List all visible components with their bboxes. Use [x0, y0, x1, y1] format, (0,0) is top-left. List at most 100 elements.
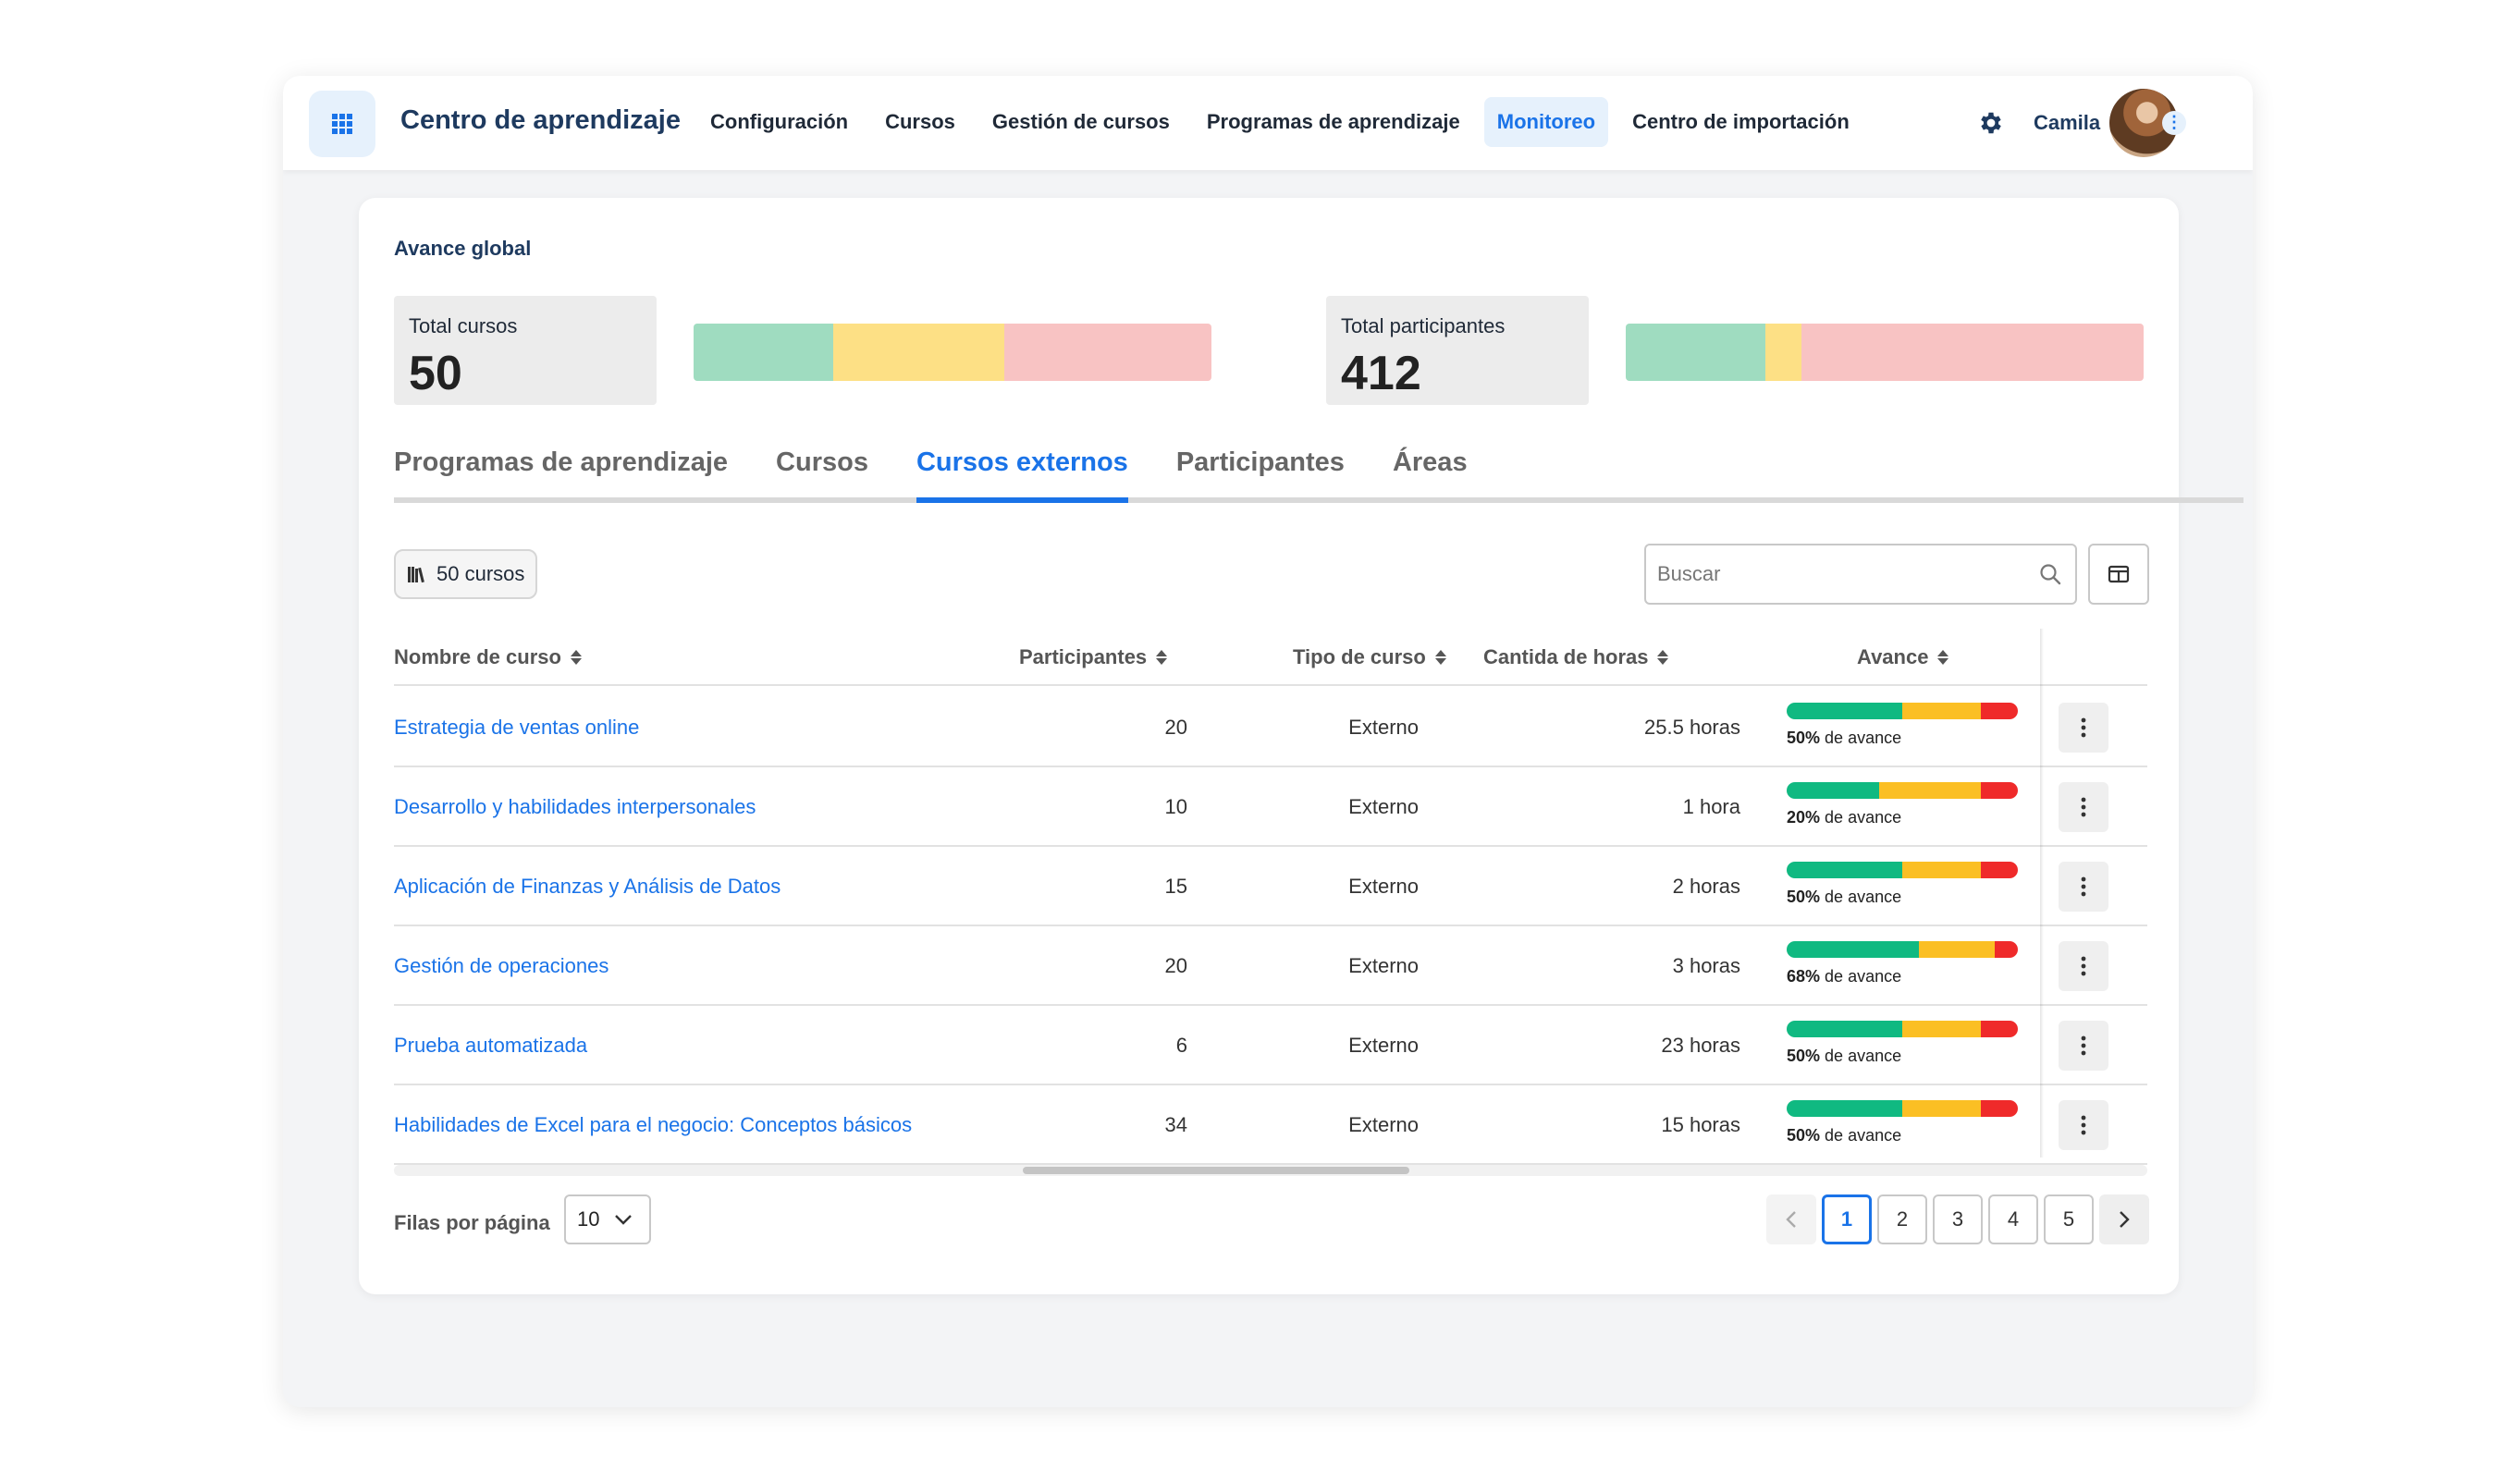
app-launcher-button[interactable]: [309, 91, 375, 157]
nav-item-cursos[interactable]: Cursos: [885, 110, 955, 133]
course-count-badge: 50 cursos: [394, 549, 538, 599]
search-input[interactable]: [1646, 545, 2016, 603]
table-header: Nombre de curso Participantes Tipo de cu…: [394, 629, 2147, 686]
column-header-hours[interactable]: Cantida de horas: [1483, 629, 1669, 686]
progress-indicator: 20% de avance: [1787, 782, 2018, 827]
sort-icon[interactable]: [570, 650, 582, 665]
progress-segment-red: [1981, 703, 2018, 719]
progress-percent: 50%: [1787, 888, 1821, 906]
next-page-button[interactable]: [2099, 1194, 2149, 1244]
rows-per-page-select[interactable]: 10: [564, 1194, 651, 1244]
page-button-2[interactable]: 2: [1877, 1194, 1927, 1244]
progress-segment-green: [1787, 1021, 1902, 1037]
column-settings-button[interactable]: [2088, 544, 2149, 605]
progress-segment-yellow: [1902, 703, 1981, 719]
table-row: Gestión de operaciones 20 Externo 3 hora…: [394, 926, 2147, 1006]
progress-segment-yellow: [1902, 1021, 1981, 1037]
tab-cursos[interactable]: Cursos: [776, 447, 868, 477]
progress-percent: 50%: [1787, 1047, 1821, 1065]
progress-segment-red: [1981, 782, 2018, 799]
total-courses-value: 50: [409, 347, 462, 400]
nav-item-programas-de-aprendizaje[interactable]: Programas de aprendizaje: [1206, 110, 1460, 133]
progress-segment-green: [1787, 1100, 1902, 1117]
row-actions-button[interactable]: [2059, 703, 2108, 753]
row-actions-button[interactable]: [2059, 941, 2108, 991]
progress-text: 50% de avance: [1787, 888, 2018, 907]
column-header-name[interactable]: Nombre de curso: [394, 629, 582, 686]
table-row: Desarrollo y habilidades interpersonales…: [394, 767, 2147, 847]
brand-title[interactable]: Centro de aprendizaje: [400, 105, 681, 135]
column-header-participants[interactable]: Participantes: [1019, 629, 1168, 686]
progress-segment-yellow: [1902, 1100, 1981, 1117]
user-name[interactable]: Camila: [2034, 111, 2101, 134]
progress-segment-yellow: [1902, 862, 1981, 878]
row-actions-button[interactable]: [2059, 1021, 2108, 1071]
page-button-1[interactable]: 1: [1822, 1194, 1872, 1244]
course-type-cell: Externo: [1348, 875, 1419, 898]
segment-yellow: [1765, 324, 1802, 381]
app-window: Centro de aprendizaje Configuración Curs…: [283, 76, 2253, 1407]
nav-item-centro-de-importacion[interactable]: Centro de importación: [1632, 110, 1850, 133]
row-actions-button[interactable]: [2059, 782, 2108, 832]
hours-cell: 1 hora: [1682, 795, 1740, 818]
row-actions-button[interactable]: [2059, 1100, 2108, 1150]
nav-item-monitoreo[interactable]: Monitoreo: [1483, 97, 1609, 147]
tab-cursos-externos[interactable]: Cursos externos: [916, 440, 1128, 503]
course-name-link[interactable]: Gestión de operaciones: [394, 954, 609, 977]
pagination: 1 2 3 4 5: [1766, 1194, 2149, 1244]
progress-segment-yellow: [1918, 941, 1995, 958]
row-actions-button[interactable]: [2059, 862, 2108, 912]
course-name-link[interactable]: Prueba automatizada: [394, 1034, 588, 1057]
progress-percent: 50%: [1787, 729, 1821, 747]
hours-cell: 25.5 horas: [1644, 716, 1740, 739]
progress-bar: [1787, 941, 2018, 958]
column-header-type[interactable]: Tipo de curso: [1293, 629, 1446, 686]
sort-icon[interactable]: [1657, 650, 1669, 665]
progress-suffix: de avance: [1825, 808, 1902, 827]
participants-cell: 10: [1164, 795, 1187, 818]
horizontal-scrollbar[interactable]: [394, 1165, 2147, 1176]
page-button-4[interactable]: 4: [1988, 1194, 2038, 1244]
main-nav: Configuración Cursos Gestión de cursos P…: [697, 94, 1874, 150]
course-name-link[interactable]: Habilidades de Excel para el negocio: Co…: [394, 1113, 913, 1136]
progress-text: 50% de avance: [1787, 1126, 2018, 1145]
total-participants-stat: Total participantes 412: [1326, 296, 1589, 405]
participants-cell: 20: [1164, 954, 1187, 977]
column-header-progress[interactable]: Avance: [1857, 629, 1949, 686]
search-icon[interactable]: [2038, 562, 2062, 586]
tab-areas[interactable]: Áreas: [1392, 447, 1468, 477]
participants-cell: 20: [1164, 716, 1187, 739]
scrollbar-thumb[interactable]: [1023, 1167, 1409, 1174]
course-name-link[interactable]: Estrategia de ventas online: [394, 716, 640, 739]
sort-icon[interactable]: [1434, 650, 1446, 665]
participants-cell: 34: [1164, 1113, 1187, 1136]
course-type-cell: Externo: [1348, 716, 1419, 739]
course-name-link[interactable]: Aplicación de Finanzas y Análisis de Dat…: [394, 875, 781, 898]
more-vertical-icon: [2081, 876, 2086, 897]
progress-suffix: de avance: [1825, 1126, 1902, 1145]
monitoring-card: Avance global Total cursos 50 Total part…: [359, 198, 2243, 1294]
segment-yellow: [833, 324, 1004, 381]
progress-bar: [1787, 862, 2018, 878]
segment-red: [1003, 324, 1211, 381]
progress-suffix: de avance: [1825, 967, 1902, 986]
course-type-cell: Externo: [1348, 1034, 1419, 1057]
page-button-5[interactable]: 5: [2044, 1194, 2094, 1244]
overview-title: Avance global: [394, 237, 532, 260]
tab-participantes[interactable]: Participantes: [1175, 447, 1345, 477]
user-menu-icon[interactable]: ⋮: [2162, 111, 2186, 135]
nav-item-gestion-de-cursos[interactable]: Gestión de cursos: [991, 110, 1170, 133]
books-icon: [408, 567, 424, 583]
page-button-3[interactable]: 3: [1933, 1194, 1983, 1244]
sort-icon[interactable]: [1937, 650, 1949, 665]
tab-programas-de-aprendizaje[interactable]: Programas de aprendizaje: [394, 447, 729, 477]
nav-item-configuracion[interactable]: Configuración: [710, 110, 849, 133]
progress-segment-yellow: [1879, 782, 1981, 799]
progress-text: 50% de avance: [1787, 729, 2018, 748]
gear-icon[interactable]: [1977, 109, 2005, 137]
progress-segment-red: [1995, 941, 2018, 958]
previous-page-button[interactable]: [1766, 1194, 1816, 1244]
course-name-link[interactable]: Desarrollo y habilidades interpersonales: [394, 795, 756, 818]
sort-icon[interactable]: [1156, 650, 1168, 665]
progress-text: 68% de avance: [1787, 967, 2018, 986]
